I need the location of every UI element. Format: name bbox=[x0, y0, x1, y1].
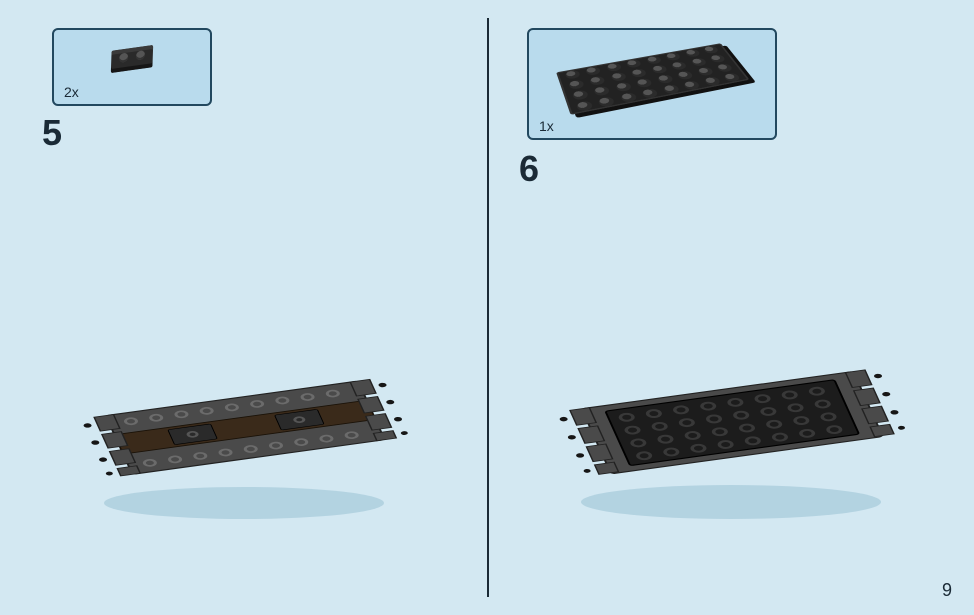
piece-qty-step-6: 1x bbox=[539, 118, 554, 134]
piece-plate-4x8 bbox=[556, 43, 749, 115]
callout-piece-step-6 bbox=[562, 36, 742, 116]
parts-callout-step-6: 1x bbox=[527, 28, 777, 140]
instruction-page: 2x 5 bbox=[0, 0, 974, 615]
piece-qty-step-5: 2x bbox=[64, 84, 79, 100]
panel-divider bbox=[487, 18, 489, 597]
assembly-step-5 bbox=[74, 330, 414, 520]
callout-piece-step-5 bbox=[111, 36, 153, 82]
assembly-step-6 bbox=[551, 320, 911, 520]
parts-callout-step-5: 2x bbox=[52, 28, 212, 106]
step-number-5: 5 bbox=[42, 112, 62, 154]
piece-1x2-jumper bbox=[111, 45, 153, 73]
assembly-svg-5 bbox=[74, 330, 414, 520]
panel-step-6: 1x 6 bbox=[487, 0, 974, 615]
panel-step-5: 2x 5 bbox=[0, 0, 487, 615]
step-number-6: 6 bbox=[519, 148, 539, 190]
page-number: 9 bbox=[942, 580, 952, 601]
assembly-svg-6 bbox=[551, 320, 911, 520]
